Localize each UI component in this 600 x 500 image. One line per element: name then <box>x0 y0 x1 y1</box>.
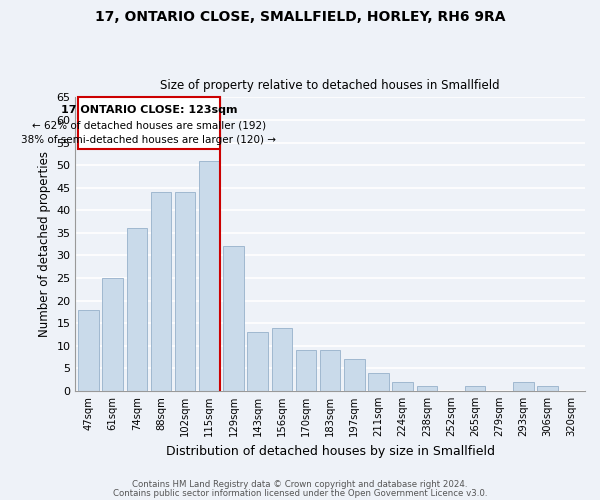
Text: ← 62% of detached houses are smaller (192): ← 62% of detached houses are smaller (19… <box>32 120 266 130</box>
Bar <box>272 328 292 391</box>
Bar <box>368 373 389 391</box>
Bar <box>513 382 533 391</box>
Bar <box>247 332 268 391</box>
Bar <box>320 350 340 391</box>
Bar <box>416 386 437 391</box>
Bar <box>199 160 220 391</box>
Bar <box>465 386 485 391</box>
Bar <box>296 350 316 391</box>
Text: 17, ONTARIO CLOSE, SMALLFIELD, HORLEY, RH6 9RA: 17, ONTARIO CLOSE, SMALLFIELD, HORLEY, R… <box>95 10 505 24</box>
Text: Contains HM Land Registry data © Crown copyright and database right 2024.: Contains HM Land Registry data © Crown c… <box>132 480 468 489</box>
Bar <box>537 386 558 391</box>
Bar <box>79 310 99 391</box>
Bar <box>223 246 244 391</box>
Text: Contains public sector information licensed under the Open Government Licence v3: Contains public sector information licen… <box>113 488 487 498</box>
Bar <box>175 192 196 391</box>
Text: 38% of semi-detached houses are larger (120) →: 38% of semi-detached houses are larger (… <box>22 135 277 145</box>
Bar <box>127 228 147 391</box>
Y-axis label: Number of detached properties: Number of detached properties <box>38 151 51 337</box>
Bar <box>344 360 365 391</box>
Bar <box>103 278 123 391</box>
Text: 17 ONTARIO CLOSE: 123sqm: 17 ONTARIO CLOSE: 123sqm <box>61 105 237 115</box>
Title: Size of property relative to detached houses in Smallfield: Size of property relative to detached ho… <box>160 79 500 92</box>
X-axis label: Distribution of detached houses by size in Smallfield: Distribution of detached houses by size … <box>166 444 494 458</box>
FancyBboxPatch shape <box>79 98 220 150</box>
Bar <box>151 192 172 391</box>
Bar <box>392 382 413 391</box>
